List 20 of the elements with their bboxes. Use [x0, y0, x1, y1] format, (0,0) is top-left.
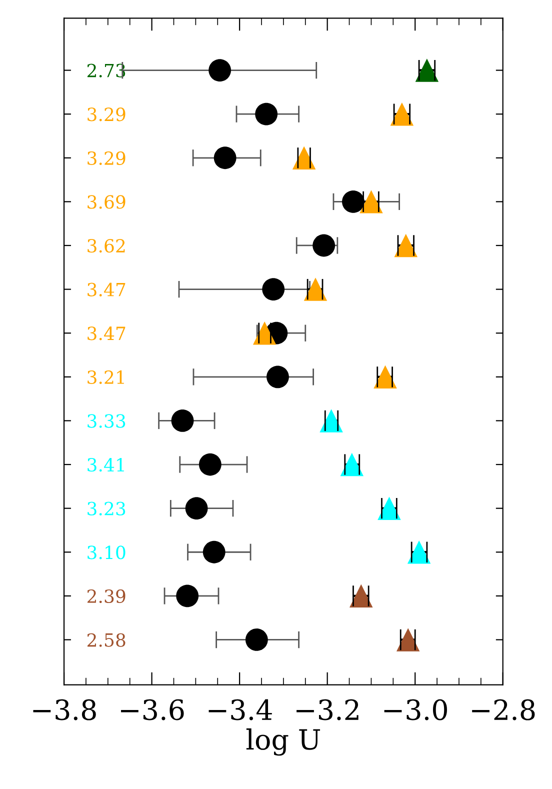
- x-tick-label: −3.8: [33, 699, 96, 720]
- y-tick-label: 3.29: [88, 108, 126, 122]
- y-tick-label: 3.69: [88, 195, 126, 209]
- x-tick-label: −3.4: [208, 699, 272, 720]
- y-tick-label: 3.23: [88, 502, 126, 516]
- y-tick-label: 2.39: [87, 589, 126, 604]
- x-axis-title: log U: [246, 728, 320, 756]
- y-tick-label: 3.10: [88, 546, 126, 560]
- y-tick-label: 3.62: [88, 238, 125, 253]
- y-tick-label: 3.33: [88, 414, 126, 428]
- x-tick-label: −2.8: [472, 699, 535, 720]
- x-tick-label: −3.0: [384, 699, 447, 720]
- y-tick-label: 3.47: [88, 282, 126, 296]
- y-tick-label: 2.58: [87, 633, 126, 647]
- x-tick-label: −3.2: [296, 699, 358, 720]
- x-tick-label: −3.6: [121, 699, 184, 720]
- y-tick-label: 3.47: [88, 326, 126, 340]
- y-tick-label: 3.29: [88, 151, 126, 165]
- y-tick-label: 3.21: [88, 370, 124, 384]
- y-tick-label: 3.41: [88, 458, 124, 472]
